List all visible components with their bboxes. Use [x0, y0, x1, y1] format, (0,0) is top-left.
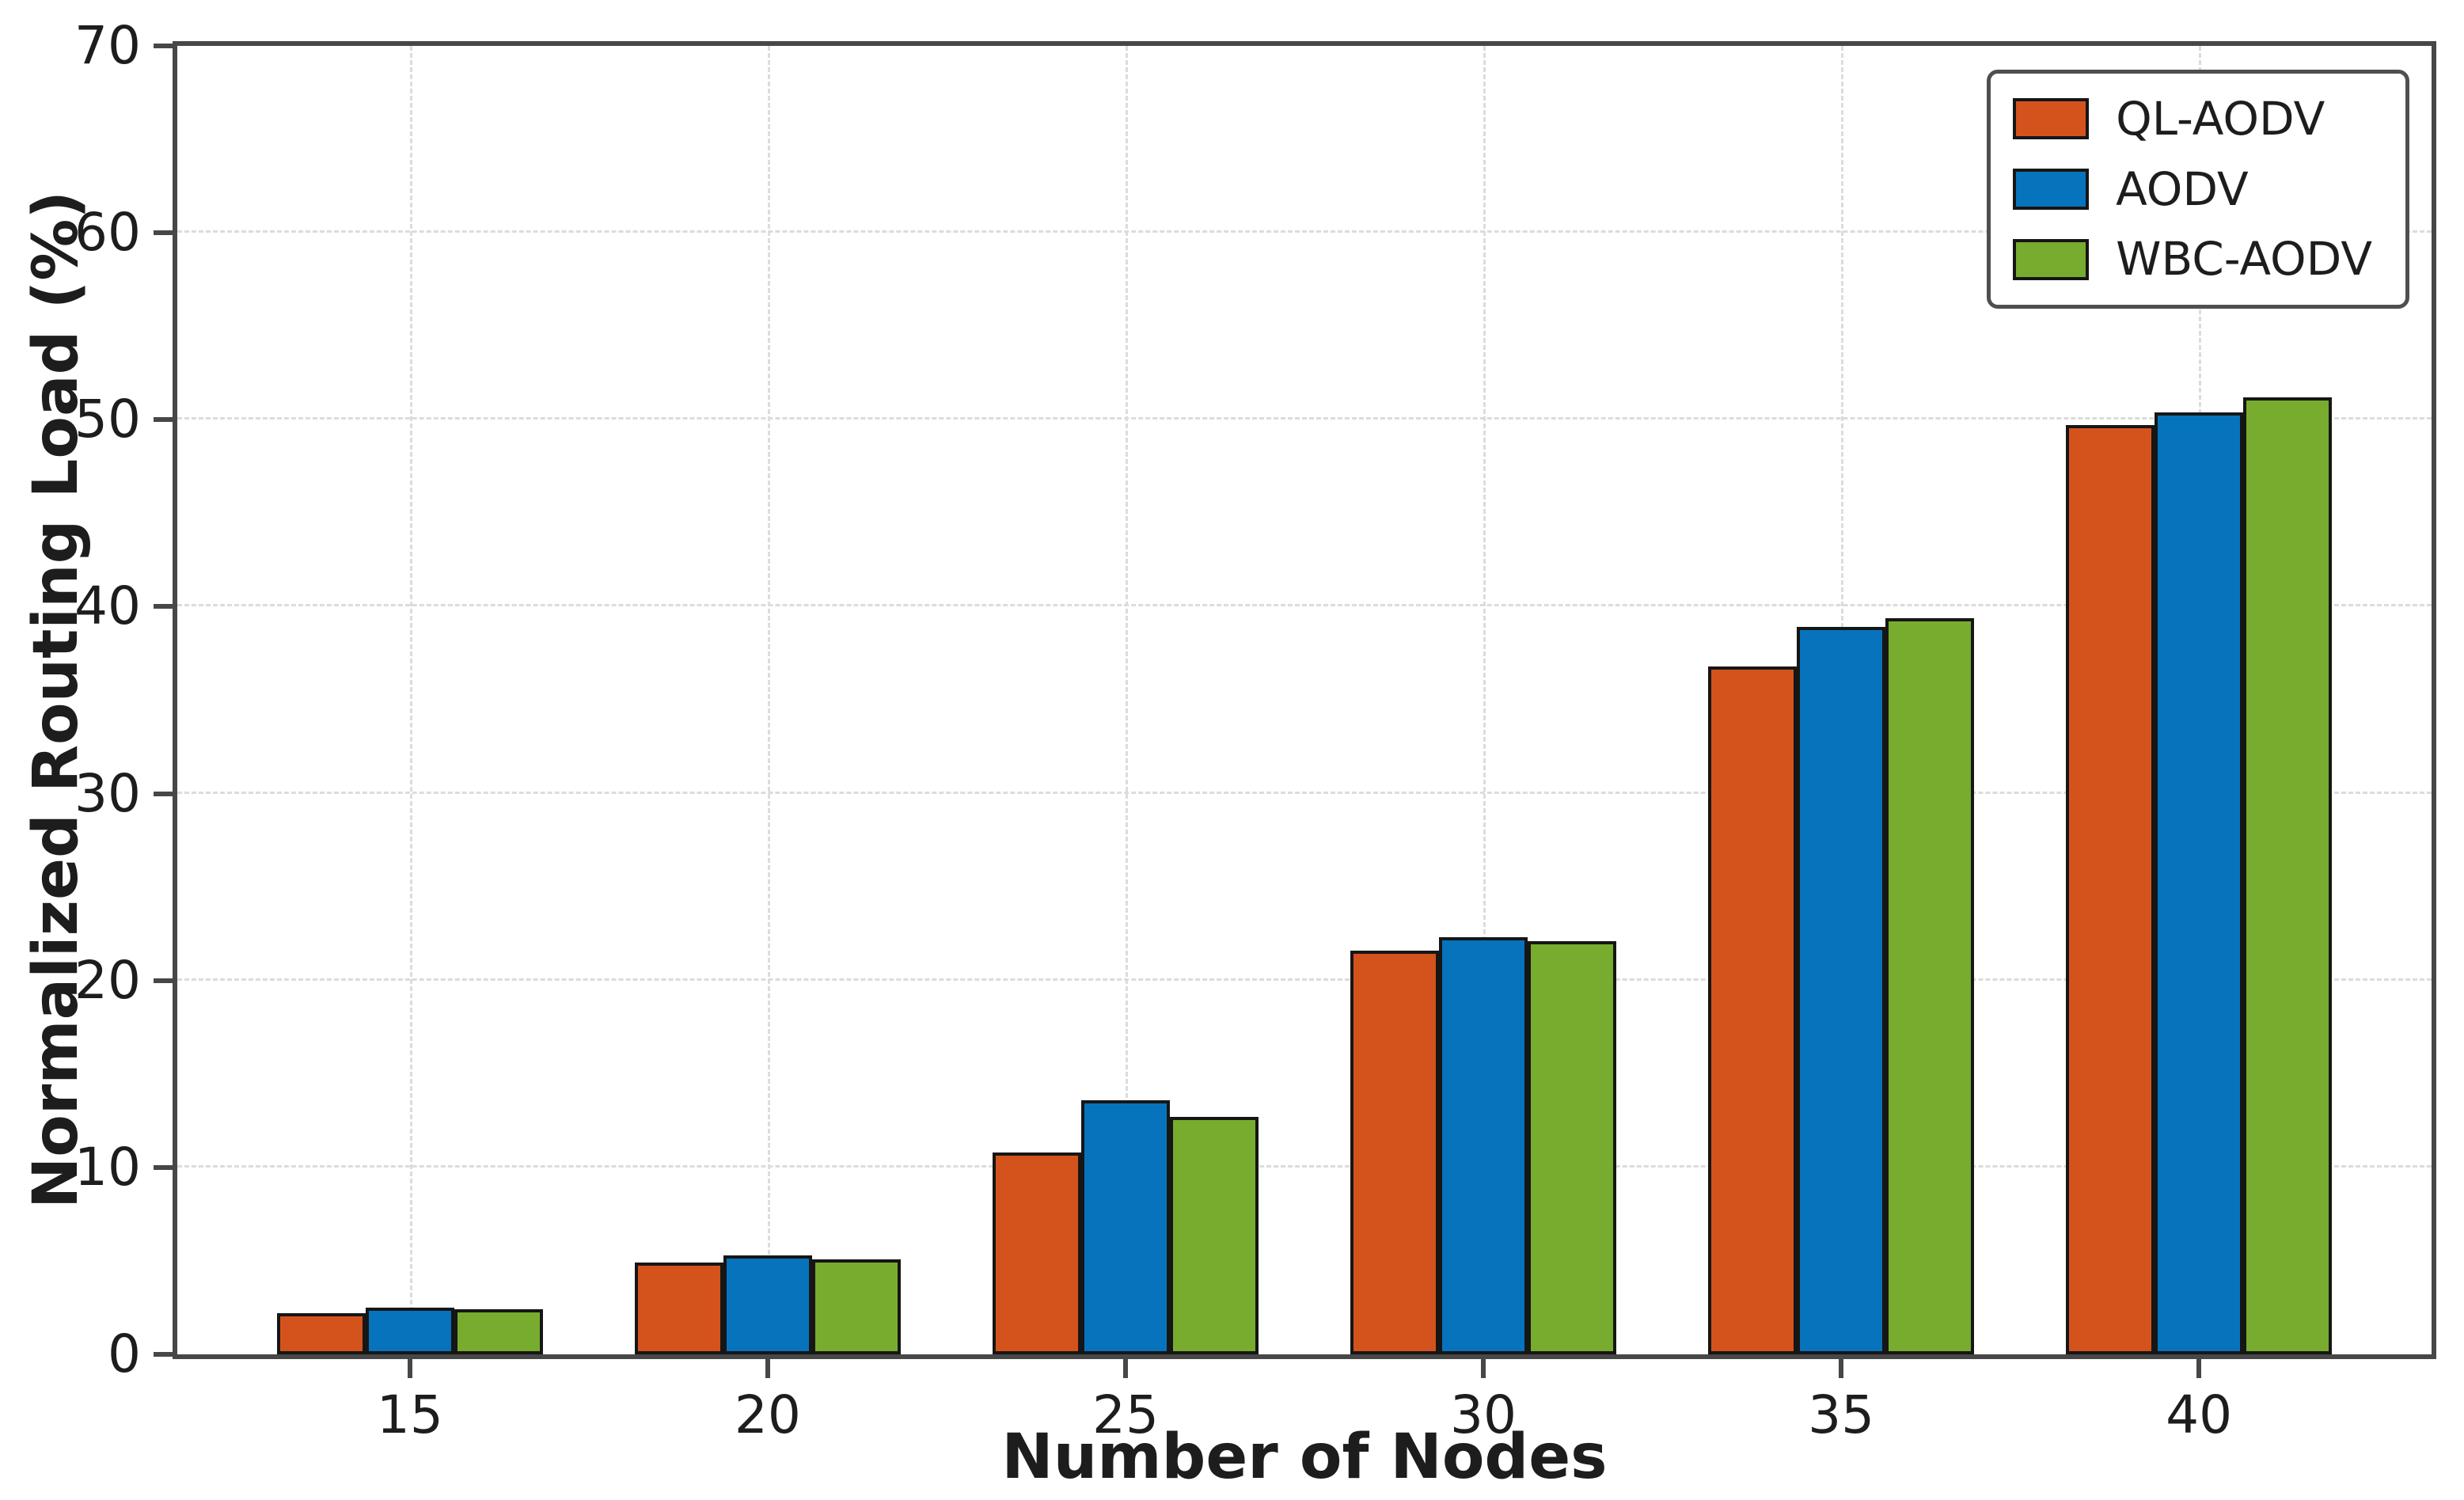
- y-axis-title: Normalized Routing Load (%): [21, 190, 92, 1209]
- bar-QL-AODV-40: [2065, 425, 2155, 1354]
- x-tick-mark-20: [765, 1359, 770, 1378]
- legend-label-AODV: AODV: [2116, 161, 2249, 216]
- bar-QL-AODV-30: [1350, 950, 1439, 1354]
- bar-AODV-30: [1438, 937, 1528, 1354]
- bar-WBC-AODV-40: [2243, 397, 2333, 1354]
- legend-swatch-QL-AODV: [2013, 98, 2090, 140]
- y-tick-label-30: 30: [74, 762, 141, 824]
- horizontal-gridline-40: [177, 604, 2432, 607]
- y-tick-label-20: 20: [74, 949, 141, 1011]
- legend-item-AODV: AODV: [2013, 161, 2372, 216]
- y-tick-label-50: 50: [74, 389, 141, 450]
- x-tick-label-35: 35: [1808, 1384, 1875, 1445]
- x-tick-label-15: 15: [376, 1384, 443, 1445]
- legend-item-WBC-AODV: WBC-AODV: [2013, 233, 2372, 286]
- horizontal-gridline-20: [177, 978, 2432, 981]
- horizontal-gridline-60: [177, 230, 2432, 234]
- y-tick-label-40: 40: [74, 575, 141, 637]
- x-tick-mark-35: [1839, 1359, 1844, 1378]
- y-tick-mark-40: [154, 604, 173, 609]
- bar-AODV-25: [1080, 1099, 1171, 1354]
- horizontal-gridline-30: [177, 791, 2432, 794]
- y-tick-mark-10: [154, 1164, 173, 1170]
- y-tick-mark-30: [154, 791, 173, 796]
- bar-QL-AODV-20: [634, 1263, 723, 1354]
- x-tick-mark-40: [2196, 1359, 2202, 1378]
- bar-WBC-AODV-35: [1885, 617, 1975, 1354]
- bar-WBC-AODV-15: [454, 1309, 543, 1354]
- y-tick-label-60: 60: [74, 202, 141, 264]
- x-tick-mark-25: [1122, 1359, 1128, 1378]
- horizontal-gridline-50: [177, 417, 2432, 420]
- legend-item-QL-AODV: QL-AODV: [2013, 93, 2372, 146]
- bar-AODV-15: [365, 1307, 454, 1354]
- x-tick-label-30: 30: [1450, 1384, 1517, 1445]
- bar-WBC-AODV-25: [1170, 1117, 1259, 1354]
- x-tick-mark-15: [407, 1359, 412, 1378]
- legend-label-WBC-AODV: WBC-AODV: [2116, 232, 2372, 287]
- bar-AODV-35: [1797, 627, 1886, 1354]
- y-tick-mark-70: [154, 44, 173, 48]
- legend-swatch-AODV: [2013, 169, 2090, 211]
- bar-WBC-AODV-20: [811, 1259, 902, 1354]
- y-tick-mark-50: [154, 417, 173, 423]
- x-tick-mark-30: [1481, 1359, 1486, 1378]
- y-tick-label-0: 0: [108, 1323, 141, 1384]
- legend: QL-AODV AODV WBC-AODV: [1987, 70, 2409, 309]
- vertical-gridline-20: [767, 46, 770, 1354]
- vertical-gridline-25: [1125, 46, 1128, 1354]
- horizontal-gridline-10: [177, 1164, 2432, 1168]
- bar-QL-AODV-35: [1707, 666, 1798, 1354]
- bar-QL-AODV-25: [992, 1152, 1081, 1354]
- vertical-gridline-15: [409, 46, 412, 1354]
- bar-AODV-20: [723, 1255, 812, 1354]
- y-tick-label-10: 10: [74, 1136, 141, 1198]
- x-tick-label-20: 20: [734, 1384, 801, 1445]
- y-tick-mark-20: [154, 978, 173, 983]
- bar-AODV-40: [2155, 412, 2244, 1354]
- x-tick-label-40: 40: [2166, 1384, 2233, 1445]
- vertical-gridline-30: [1483, 46, 1486, 1354]
- bar-WBC-AODV-30: [1528, 941, 1617, 1354]
- y-tick-label-70: 70: [74, 15, 141, 76]
- y-tick-mark-0: [154, 1352, 173, 1357]
- legend-label-QL-AODV: QL-AODV: [2116, 92, 2325, 146]
- bar-QL-AODV-15: [276, 1313, 366, 1354]
- y-tick-mark-60: [154, 230, 173, 236]
- x-axis-title: Number of Nodes: [1001, 1422, 1608, 1493]
- x-tick-label-25: 25: [1092, 1384, 1159, 1445]
- legend-swatch-WBC-AODV: [2013, 238, 2090, 280]
- plot-area: 0 10 20 30 40 50 60 70 15 20 25 30 35 40 QL-AODV AODV…: [74, 20, 2436, 1441]
